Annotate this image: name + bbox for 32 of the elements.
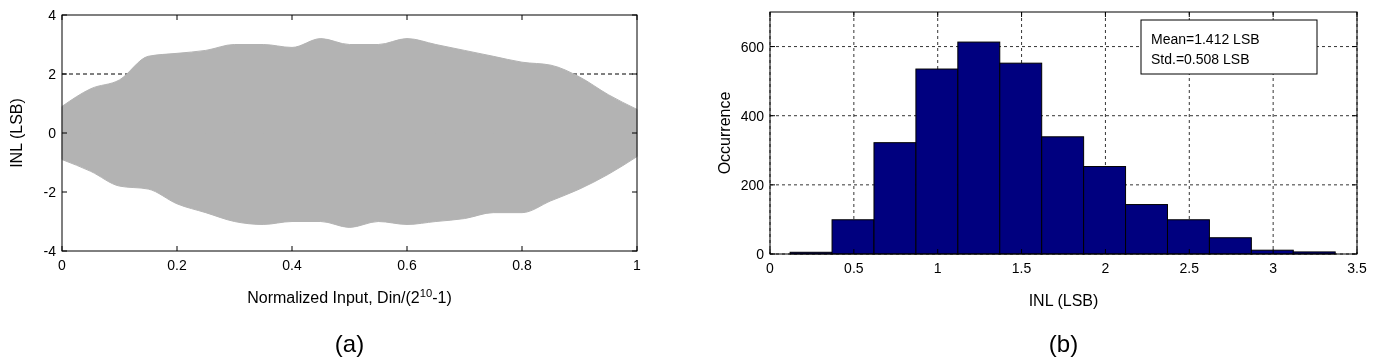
x-tick-label: 1 xyxy=(933,260,942,276)
y-tick-label: 600 xyxy=(740,38,765,55)
x-tick-label: 0.4 xyxy=(282,257,302,273)
x-tick-label: 3 xyxy=(1269,260,1278,276)
x-tick-label: 0.5 xyxy=(844,260,864,276)
x-tick-label: 2.5 xyxy=(1179,260,1200,276)
y-axis-title: Occurrence xyxy=(716,91,733,175)
x-tick-label: 0 xyxy=(58,257,67,273)
x-tick-label: 0.2 xyxy=(167,257,187,273)
y-tick-label: 2 xyxy=(48,66,57,82)
x-tick-label: 0 xyxy=(766,260,775,276)
annotation: Std.=0.508 LSB xyxy=(1151,51,1250,67)
text: (b) xyxy=(1048,330,1079,357)
text-box: Mean=1.412 LSB Std.=0.508 LSB xyxy=(1140,19,1318,75)
x-axis-title: Normalized Input, Din/(2$^{10}$-1) xyxy=(247,287,452,306)
annotation: Mean=1.412 LSB xyxy=(1151,31,1260,47)
y-axis-title: INL (LSB) xyxy=(8,98,25,168)
y-tick-label: -2 xyxy=(43,184,57,200)
y-tick-label: 4 xyxy=(48,7,57,23)
y-tick-label: 200 xyxy=(740,176,765,193)
text: (a) xyxy=(334,330,365,357)
x-tick-label: 0.6 xyxy=(397,257,417,273)
y-tick-label: 0 xyxy=(756,246,765,262)
y-tick-label: -4 xyxy=(43,243,57,259)
x-tick-label: 1 xyxy=(633,257,642,273)
x-tick-label: 1.5 xyxy=(1011,260,1032,276)
x-tick-label: 3.5 xyxy=(1347,260,1367,276)
x-tick-label: 2 xyxy=(1101,260,1110,276)
y-tick-label: 0 xyxy=(48,125,57,141)
x-axis-title: INL (LSB) xyxy=(1028,292,1099,309)
x-tick-label: 0.8 xyxy=(512,257,532,273)
y-tick-label: 400 xyxy=(740,107,765,124)
